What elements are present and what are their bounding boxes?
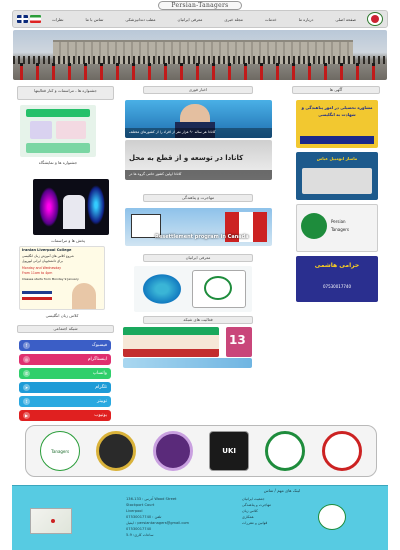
- footer-right-3[interactable]: کلاس زبان: [242, 509, 258, 513]
- social-label: واتساپ: [92, 371, 107, 376]
- nav-item-iranians[interactable]: معرفی ایرانیان: [177, 16, 203, 22]
- ad-card-4[interactable]: حرامی هاشمی 07530017740: [296, 256, 378, 302]
- college-name: Iranian Liverpool College: [22, 248, 72, 252]
- college-flyer[interactable]: Iranian Liverpool College شروع کلاس های …: [19, 246, 105, 310]
- footer-right-5[interactable]: قوانین و مقررات: [242, 521, 268, 525]
- footer-right-2[interactable]: مهاجرت و پناهندگی: [242, 503, 272, 507]
- social-icon: f: [23, 342, 30, 349]
- ad-card-2[interactable]: ماساژ اتومبیل عباس: [296, 152, 378, 200]
- partner-logo-2[interactable]: [96, 431, 137, 471]
- footer-phone[interactable]: تلفن : 07530017740: [126, 515, 162, 519]
- social-button-2[interactable]: ✆ واتساپ: [19, 368, 111, 379]
- nav-item-comments[interactable]: نظرات: [52, 16, 64, 22]
- ad-2-text: ماساژ اتومبیل عباس: [316, 156, 358, 161]
- college-fa-line-2: برای دانشجویان ایرانی لیورپول: [22, 259, 63, 263]
- footer-links-header: لینک های مهم / تماس: [263, 488, 300, 493]
- footer-hours: ساعات کاری: 9-5: [126, 533, 154, 537]
- social-label: توییتر: [96, 399, 107, 404]
- gallery-photo-1[interactable]: [123, 327, 219, 357]
- ads-section-header: آگهی ها: [292, 86, 380, 94]
- footer-address-3: Liverpool: [126, 509, 143, 513]
- immigration-photo[interactable]: Resettlement program in Canada: [125, 208, 272, 246]
- social-label: فیسبوک: [91, 343, 107, 348]
- festival-photo-2[interactable]: [33, 179, 109, 235]
- news-photo-1[interactable]: کانادا هر ساله ۹۰ هزار نفر از افراد را ا…: [125, 100, 272, 138]
- nav-menu: صفحه اصلی درباره ما خدمات مجله خبری معرف…: [41, 17, 367, 22]
- college-fa-line-1: شروع کلاس های آموزش زبان انگلیسی: [22, 254, 74, 258]
- nav-item-contact[interactable]: تماس با ما: [85, 16, 104, 22]
- nav-item-services[interactable]: خدمات: [264, 16, 277, 22]
- gallery-strip[interactable]: [123, 358, 252, 368]
- partner-logo-tanagers[interactable]: Tanagers: [40, 431, 81, 471]
- festival-caption-3: کلاس زبان انگلیسی: [45, 313, 79, 318]
- nav-item-magazine[interactable]: مجله خبری: [224, 16, 243, 22]
- site-emblem-icon[interactable]: [367, 12, 383, 26]
- ad-1-text: مشاوره تحصیلی در امور پناهندگی و شهادت ب…: [301, 105, 373, 117]
- gallery-section-header: فعالیت های شبکه: [143, 316, 253, 324]
- social-icon: t: [23, 398, 30, 405]
- social-label: اینستاگرام: [87, 357, 107, 362]
- college-days: Monday and Wednesday: [22, 266, 62, 270]
- festival-caption-1: جشنواره ها و نمایشگاه: [38, 160, 78, 165]
- social-icon: ◎: [23, 356, 30, 363]
- nav-item-dental[interactable]: مطب دندانپزشکی: [125, 16, 156, 22]
- footer-right-1[interactable]: جمعیت ایرانیان: [242, 497, 265, 501]
- news-headline-2: کانادا در توسعه و از قطع به محل: [129, 154, 244, 162]
- footer-address-2: Stockport Court: [126, 503, 155, 507]
- footer-map[interactable]: [30, 508, 72, 534]
- social-button-1[interactable]: ◎ اینستاگرام: [19, 354, 111, 365]
- social-label: یوتیوب: [94, 413, 107, 418]
- iranians-section-header: معرفی ایرانیان: [143, 254, 253, 262]
- iran-flag-icon[interactable]: [30, 15, 41, 23]
- partner-logo-5[interactable]: [265, 431, 306, 471]
- immigration-banner: Resettlement program in Canada: [155, 234, 249, 240]
- ad-card-1[interactable]: مشاوره تحصیلی در امور پناهندگی و شهادت ب…: [296, 100, 378, 148]
- social-section-header: شبکه اجتماعی: [17, 325, 114, 333]
- social-button-3[interactable]: ➤ تلگرام: [19, 382, 111, 393]
- partners-bar: Tanagers UKI: [25, 425, 377, 477]
- uk-flag-icon[interactable]: [17, 15, 28, 23]
- social-button-0[interactable]: f فیسبوک: [19, 340, 111, 351]
- gallery-photo-2[interactable]: 13: [226, 327, 252, 357]
- footer-phone-2[interactable]: 07530017740: [126, 527, 152, 531]
- college-time: From 11am to 4pm: [22, 271, 53, 275]
- news-headline-3: کانادا اولین کشور حامی گروه ها در: [129, 172, 182, 176]
- nav-item-about[interactable]: درباره ما: [298, 16, 314, 22]
- partner-logo-3[interactable]: [152, 431, 193, 471]
- footer-emblem-icon: [318, 504, 346, 530]
- news-headline-1: کانادا هر ساله ۹۰ هزار نفر از افراد را ا…: [129, 130, 216, 134]
- social-label: تلگرام: [95, 385, 107, 390]
- college-start: Classes starts from Monday 9 January: [22, 277, 79, 281]
- site-footer: لینک های مهم / تماس جمعیت ایرانیان مهاجر…: [12, 485, 388, 550]
- festival-photo-1[interactable]: [20, 105, 96, 157]
- news-section-header: اخبار فوری: [143, 86, 253, 94]
- festival-caption-2: پخش ها و مراسمات: [51, 238, 85, 243]
- iranians-photo[interactable]: [134, 266, 252, 312]
- partner-logo-6[interactable]: [321, 431, 362, 471]
- hero-image: [13, 30, 387, 80]
- social-button-4[interactable]: t توییتر: [19, 396, 111, 407]
- news-photo-2[interactable]: کانادا در توسعه و از قطع به محل کانادا ا…: [125, 140, 272, 180]
- ad-card-3[interactable]: Persian Tanagers: [296, 204, 378, 252]
- ad-4-text: حرامی هاشمی: [314, 262, 360, 269]
- main-nav: صفحه اصلی درباره ما خدمات مجله خبری معرف…: [12, 10, 388, 28]
- social-button-5[interactable]: ▶ یوتیوب: [19, 410, 111, 421]
- footer-email[interactable]: ایمیل : persiantanagers@gmail.com: [126, 521, 190, 525]
- partner-logo-uki[interactable]: UKI: [209, 431, 250, 471]
- footer-right-4[interactable]: همکاری: [242, 515, 254, 519]
- social-icon: ➤: [23, 384, 30, 391]
- ad-4-phone: 07530017740: [323, 284, 351, 289]
- festival-section-header: جشنواره ها ، مراسمات و کنار فعالیتها: [17, 86, 114, 100]
- site-logo-text[interactable]: Persian-Tanagers: [158, 1, 242, 10]
- immigration-section-header: مهاجرت و پناهندگی: [143, 194, 253, 202]
- footer-address-1: آدرس : 133-136 Wood Street: [126, 497, 177, 501]
- social-icon: ✆: [23, 370, 30, 377]
- nav-item-home[interactable]: صفحه اصلی: [335, 16, 356, 22]
- social-icon: ▶: [23, 412, 30, 419]
